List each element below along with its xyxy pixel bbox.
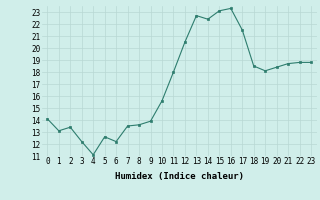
X-axis label: Humidex (Indice chaleur): Humidex (Indice chaleur) <box>115 172 244 181</box>
